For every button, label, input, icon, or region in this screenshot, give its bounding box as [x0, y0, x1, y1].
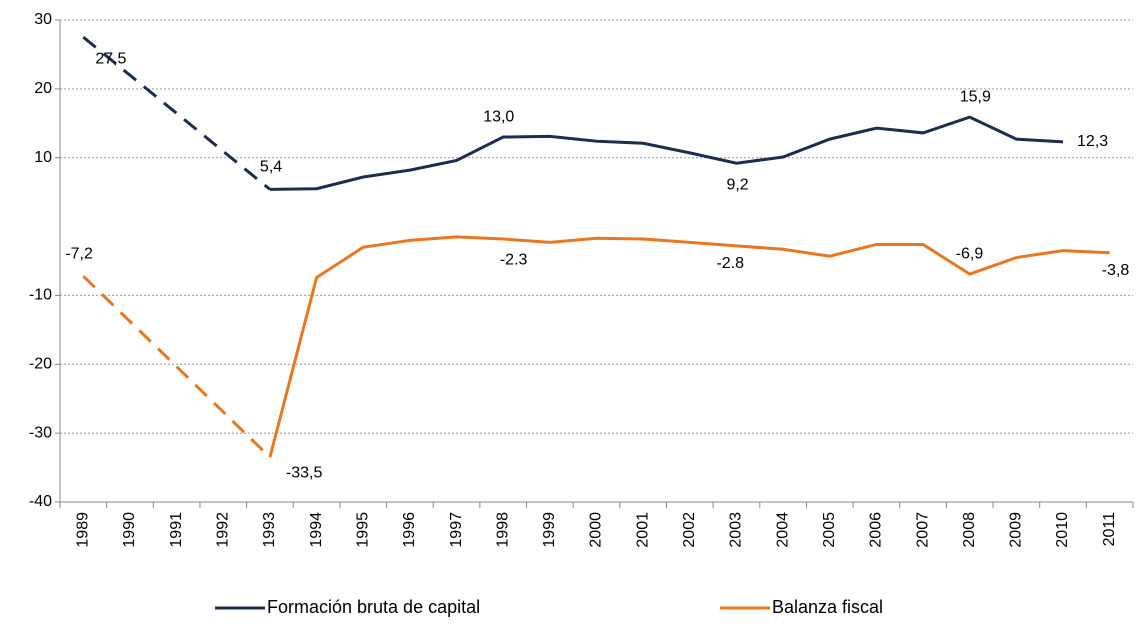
x-tick-label: 1993 [261, 512, 278, 548]
y-tick-label: 30 [34, 11, 52, 28]
x-tick-label: 2008 [961, 512, 978, 548]
legend-label: Balanza fiscal [772, 597, 883, 617]
x-tick-label: 1997 [448, 512, 465, 548]
value-label: 12,3 [1077, 133, 1108, 150]
x-tick-label: 2007 [914, 512, 931, 548]
y-tick-label: -20 [29, 356, 52, 373]
value-label: -6,9 [956, 245, 984, 262]
x-tick-label: 2005 [821, 512, 838, 548]
series-line [269, 115, 1064, 191]
y-tick-label: 10 [34, 149, 52, 166]
x-tick-label: 2003 [728, 512, 745, 548]
x-tick-label: 1995 [354, 512, 371, 548]
value-label: 5,4 [260, 159, 282, 176]
value-label: -2.3 [500, 252, 528, 269]
value-label: -3,8 [1102, 262, 1130, 279]
series-line [268, 235, 1110, 458]
x-tick-label: 2009 [1008, 512, 1025, 548]
x-tick-label: 1994 [308, 512, 325, 548]
value-label: 15,9 [960, 88, 991, 105]
x-tick-label: 1991 [168, 512, 185, 548]
value-label: 9,2 [726, 176, 748, 193]
x-tick-label: 1992 [215, 512, 232, 548]
x-tick-label: 1996 [401, 512, 418, 548]
y-tick-label: -40 [29, 493, 52, 510]
y-tick-label: -30 [29, 424, 52, 441]
gap-connector [82, 275, 271, 459]
x-tick-label: 2004 [774, 512, 791, 548]
value-label: -2.8 [716, 255, 744, 272]
x-tick-label: 1999 [541, 512, 558, 548]
x-tick-label: 2001 [634, 512, 651, 548]
legend-label: Formación bruta de capital [267, 597, 480, 617]
value-label: 13,0 [483, 108, 514, 125]
y-tick-label: -10 [29, 287, 52, 304]
x-tick-label: 2000 [588, 512, 605, 548]
gap-connector [82, 36, 271, 191]
x-tick-label: 1989 [75, 512, 92, 548]
value-label: -7,2 [65, 245, 93, 262]
x-tick-label: 2006 [868, 512, 885, 548]
x-tick-label: 2011 [1101, 512, 1118, 547]
value-label: 27,5 [95, 50, 126, 67]
x-tick-label: 1998 [494, 512, 511, 548]
x-tick-label: 2002 [681, 512, 698, 548]
value-label: -33,5 [286, 464, 323, 481]
y-tick-label: 20 [34, 80, 52, 97]
x-tick-label: 1990 [121, 512, 138, 548]
x-tick-label: 2010 [1054, 512, 1071, 548]
